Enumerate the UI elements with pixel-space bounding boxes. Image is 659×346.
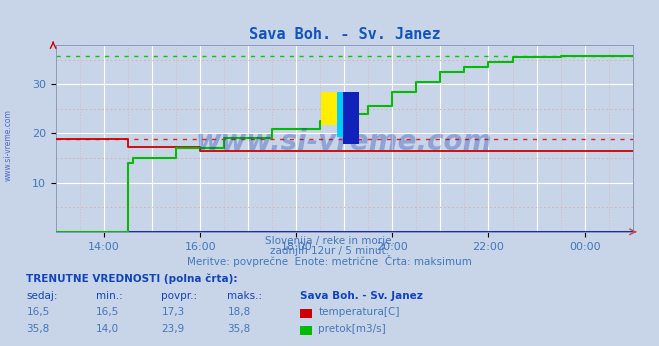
Text: 35,8: 35,8: [227, 324, 250, 334]
Text: 35,8: 35,8: [26, 324, 49, 334]
Text: povpr.:: povpr.:: [161, 291, 198, 301]
Text: 23,9: 23,9: [161, 324, 185, 334]
Text: Slovenija / reke in morje.: Slovenija / reke in morje.: [264, 236, 395, 246]
Text: min.:: min.:: [96, 291, 123, 301]
Text: Sava Boh. - Sv. Janez: Sava Boh. - Sv. Janez: [300, 291, 422, 301]
Text: 16,5: 16,5: [26, 307, 49, 317]
Text: TRENUTNE VREDNOSTI (polna črta):: TRENUTNE VREDNOSTI (polna črta):: [26, 273, 238, 284]
Text: sedaj:: sedaj:: [26, 291, 58, 301]
Text: Meritve: povprečne  Enote: metrične  Črta: maksimum: Meritve: povprečne Enote: metrične Črta:…: [187, 255, 472, 267]
Text: www.si-vreme.com: www.si-vreme.com: [196, 128, 492, 156]
Bar: [337, 92, 353, 137]
Text: 17,3: 17,3: [161, 307, 185, 317]
Text: www.si-vreme.com: www.si-vreme.com: [4, 109, 13, 181]
Bar: [343, 92, 359, 144]
Text: 16,5: 16,5: [96, 307, 119, 317]
Text: 18,8: 18,8: [227, 307, 250, 317]
Text: pretok[m3/s]: pretok[m3/s]: [318, 324, 386, 334]
Bar: [322, 92, 341, 125]
Title: Sava Boh. - Sv. Janez: Sava Boh. - Sv. Janez: [248, 27, 440, 43]
Text: maks.:: maks.:: [227, 291, 262, 301]
Text: 14,0: 14,0: [96, 324, 119, 334]
Text: temperatura[C]: temperatura[C]: [318, 307, 400, 317]
Text: zadnjih 12ur / 5 minut.: zadnjih 12ur / 5 minut.: [270, 246, 389, 256]
